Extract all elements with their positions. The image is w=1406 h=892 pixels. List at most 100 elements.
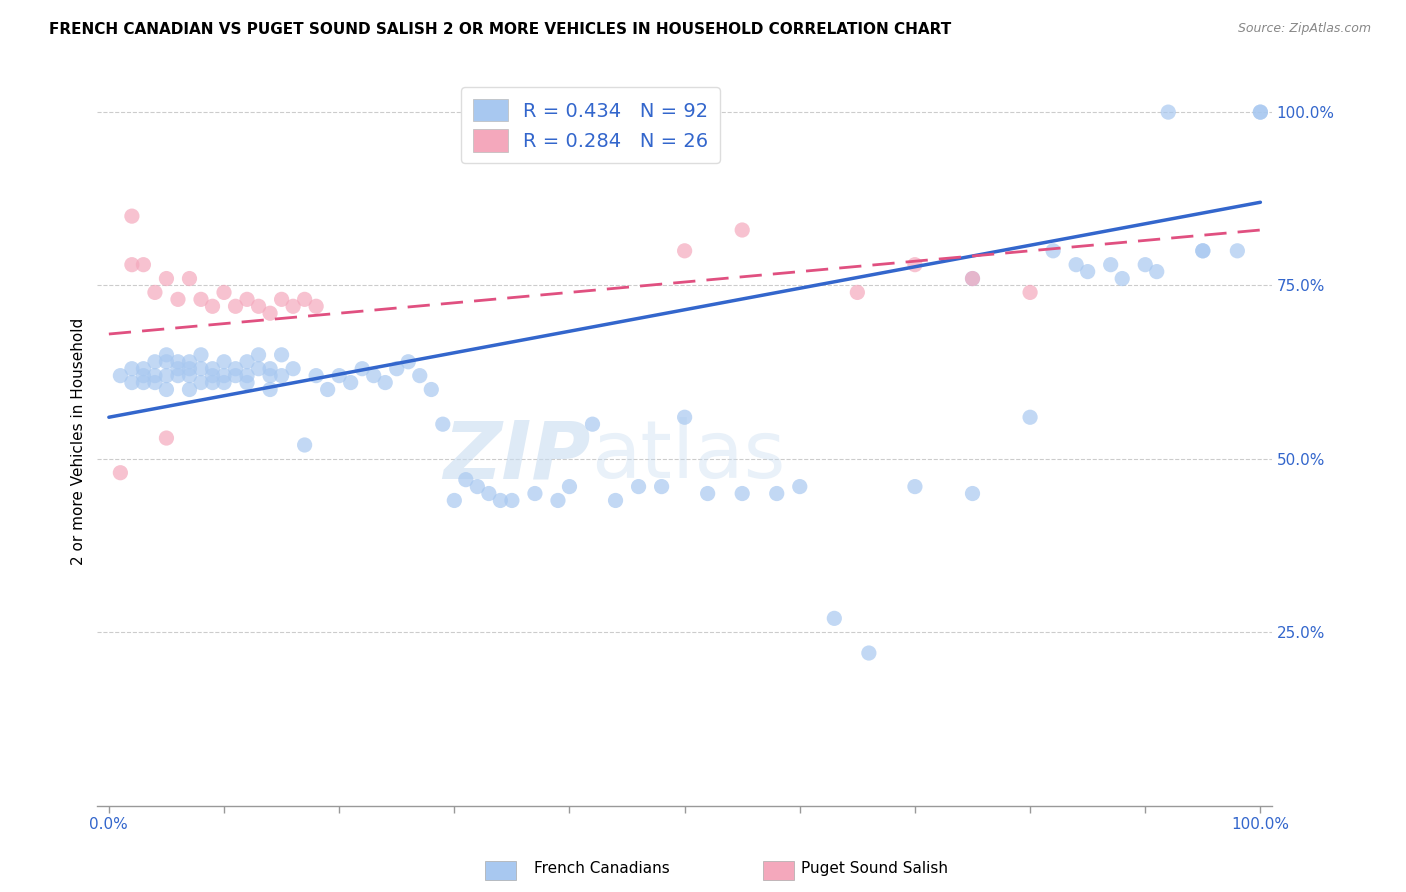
Point <box>179 271 201 285</box>
Point <box>247 299 270 313</box>
Point <box>247 348 270 362</box>
Point <box>121 376 143 390</box>
Point <box>1249 105 1271 120</box>
Point <box>1111 271 1133 285</box>
Point <box>225 299 247 313</box>
Point <box>489 493 512 508</box>
Point <box>1019 285 1042 300</box>
Point <box>478 486 501 500</box>
Point <box>132 258 155 272</box>
Point <box>294 438 316 452</box>
Point <box>201 368 224 383</box>
Point <box>247 361 270 376</box>
Point <box>409 368 432 383</box>
Text: ZIP: ZIP <box>443 417 591 495</box>
Point <box>155 383 177 397</box>
Point <box>179 355 201 369</box>
Point <box>1135 258 1157 272</box>
Point <box>501 493 523 508</box>
Point <box>225 368 247 383</box>
Point <box>1064 258 1087 272</box>
Point <box>1146 265 1168 279</box>
Point <box>1226 244 1249 258</box>
Point <box>651 480 673 494</box>
Text: Source: ZipAtlas.com: Source: ZipAtlas.com <box>1237 22 1371 36</box>
Point <box>259 383 281 397</box>
Legend: R = 0.434   N = 92, R = 0.284   N = 26: R = 0.434 N = 92, R = 0.284 N = 26 <box>461 87 720 163</box>
Point <box>167 293 190 307</box>
Point <box>731 223 754 237</box>
Point <box>1019 410 1042 425</box>
Point <box>167 368 190 383</box>
Point <box>143 376 166 390</box>
Point <box>201 361 224 376</box>
Point <box>846 285 869 300</box>
Point <box>212 285 235 300</box>
Point <box>443 493 465 508</box>
Point <box>420 383 443 397</box>
Point <box>259 368 281 383</box>
Point <box>627 480 650 494</box>
Point <box>143 355 166 369</box>
Point <box>236 368 259 383</box>
Point <box>259 306 281 320</box>
Point <box>281 361 304 376</box>
Point <box>179 383 201 397</box>
Point <box>731 486 754 500</box>
Point <box>110 466 132 480</box>
Point <box>121 258 143 272</box>
Point <box>270 348 292 362</box>
Point <box>179 361 201 376</box>
Point <box>765 486 787 500</box>
Point <box>558 480 581 494</box>
Point <box>201 376 224 390</box>
Point <box>454 473 477 487</box>
Point <box>270 293 292 307</box>
Point <box>212 368 235 383</box>
Point <box>212 355 235 369</box>
Point <box>523 486 546 500</box>
Point <box>363 368 385 383</box>
Point <box>190 361 212 376</box>
Point <box>110 368 132 383</box>
Point <box>179 368 201 383</box>
Point <box>167 361 190 376</box>
Point <box>236 293 259 307</box>
Point <box>962 271 984 285</box>
Text: Puget Sound Salish: Puget Sound Salish <box>801 861 949 876</box>
Point <box>121 209 143 223</box>
Point <box>1077 265 1099 279</box>
Point <box>132 361 155 376</box>
Point <box>396 355 419 369</box>
Point <box>121 361 143 376</box>
Point <box>339 376 361 390</box>
Point <box>305 368 328 383</box>
Point <box>823 611 845 625</box>
Point <box>605 493 627 508</box>
Point <box>581 417 603 432</box>
Point <box>673 244 696 258</box>
Point <box>1191 244 1213 258</box>
Point <box>1042 244 1064 258</box>
Point <box>155 355 177 369</box>
Text: FRENCH CANADIAN VS PUGET SOUND SALISH 2 OR MORE VEHICLES IN HOUSEHOLD CORRELATIO: FRENCH CANADIAN VS PUGET SOUND SALISH 2 … <box>49 22 952 37</box>
Point <box>1157 105 1180 120</box>
Point <box>352 361 374 376</box>
Point <box>673 410 696 425</box>
Point <box>190 293 212 307</box>
Point <box>225 361 247 376</box>
Point <box>858 646 880 660</box>
Point <box>547 493 569 508</box>
Point <box>385 361 408 376</box>
Point <box>167 355 190 369</box>
Point <box>789 480 811 494</box>
Point <box>212 376 235 390</box>
Point <box>132 368 155 383</box>
Point <box>281 299 304 313</box>
Point <box>328 368 350 383</box>
Point <box>904 258 927 272</box>
Point <box>374 376 396 390</box>
Point <box>155 431 177 445</box>
Point <box>962 486 984 500</box>
Point <box>904 480 927 494</box>
